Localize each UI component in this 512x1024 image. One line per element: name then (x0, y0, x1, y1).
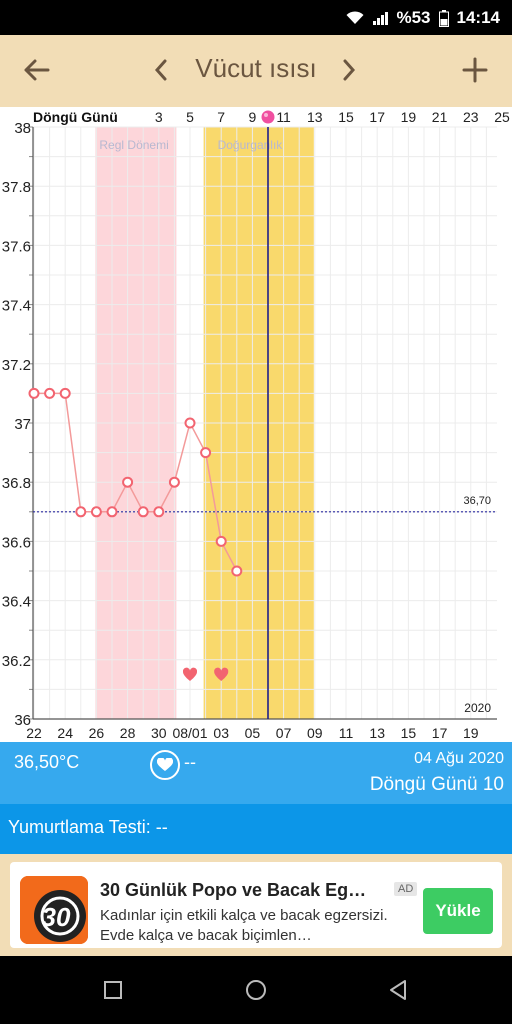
x-tick-label: 26 (89, 725, 105, 741)
ad-app-icon[interactable]: 30 (20, 876, 88, 944)
temperature-point (153, 506, 165, 518)
cycle-day-label: 13 (307, 109, 323, 125)
x-tick-label: 15 (401, 725, 417, 741)
x-tick-label: 28 (120, 725, 136, 741)
temperature-chart[interactable]: Regl Dönemi Doğurganlık 36,70 38 37.8 37.6 37.… (0, 107, 512, 742)
cycle-day-label: 23 (463, 109, 479, 125)
y-tick-label: 36 (14, 712, 31, 729)
previous-chevron-icon[interactable] (150, 57, 172, 83)
cycle-day-label: 19 (401, 109, 417, 125)
year-label: 2020 (464, 701, 491, 715)
x-tick-label: 05 (245, 725, 261, 741)
y-tick-label: 37 (14, 416, 31, 433)
y-tick-label: 37.8 (2, 179, 31, 196)
temperature-point (184, 417, 196, 429)
temperature-point (75, 506, 87, 518)
heart-marker-icon (214, 667, 229, 681)
ad-card[interactable]: 30 30 Günlük Popo ve Bacak Eg… AD Kadınl… (10, 862, 502, 948)
y-tick-label: 38 (14, 120, 31, 137)
ovulation-test-label: Yumurtlama Testi: -- (8, 817, 168, 837)
cycle-day-label: 5 (186, 109, 194, 125)
baseline-label: 36,70 (463, 495, 491, 507)
x-tick-label: 22 (26, 725, 42, 741)
temperature-point (122, 476, 134, 488)
fertile-label: Doğurganlık (218, 138, 284, 152)
app-bar: Vücut ısısı (0, 35, 512, 108)
y-tick-label: 36.6 (2, 534, 31, 551)
next-chevron-icon[interactable] (338, 57, 360, 83)
temperature-point (168, 476, 180, 488)
x-tick-label: 07 (276, 725, 292, 741)
ad-badge: AD (394, 882, 418, 896)
y-tick-label: 36.2 (2, 653, 31, 670)
svg-text:30: 30 (42, 902, 71, 932)
signal-icon (373, 12, 389, 25)
temperature-point (215, 535, 227, 547)
period-label: Regl Dönemi (99, 138, 168, 152)
x-tick-label: 03 (213, 725, 229, 741)
y-tick-label: 36.8 (2, 475, 31, 492)
cycle-day-label: 15 (338, 109, 354, 125)
cycle-day-label: 9 (249, 109, 257, 125)
ovulation-marker-highlight (264, 113, 268, 117)
clock: 14:14 (456, 8, 500, 27)
status-bar: %53 14:14 (0, 0, 512, 35)
cycle-day-label: 25 (494, 109, 510, 125)
ovulation-marker-icon (261, 110, 275, 124)
x-tick-label: 09 (307, 725, 323, 741)
temperature-point (90, 506, 102, 518)
temperature-point (44, 387, 56, 399)
cycle-day-header: Döngü Günü (33, 109, 118, 125)
back-arrow-icon[interactable] (20, 53, 54, 87)
temperature-point (59, 387, 71, 399)
page-title: Vücut ısısı (195, 53, 317, 83)
temperature-point (137, 506, 149, 518)
y-tick-label: 36.4 (2, 594, 31, 611)
home-icon[interactable] (245, 979, 267, 1001)
temperature-point (28, 387, 40, 399)
battery-percent: %53 (396, 8, 431, 27)
ad-title[interactable]: 30 Günlük Popo ve Bacak Eg… (100, 880, 367, 900)
x-tick-label: 11 (339, 725, 354, 741)
temperature-chart-svg: Regl Dönemi Doğurganlık 36,70 38 37.8 37.6 37.… (2, 109, 510, 741)
temperature-point (231, 565, 243, 577)
cycle-day-label: 11 (276, 109, 291, 125)
battery-icon (438, 9, 449, 27)
y-tick-label: 37.6 (2, 238, 31, 255)
x-tick-label: 13 (369, 725, 385, 741)
temperature-line (34, 392, 238, 572)
ad-banner: 30 30 Günlük Popo ve Bacak Eg… AD Kadınl… (0, 854, 512, 956)
heart-icon (157, 758, 173, 771)
install-button[interactable]: Yükle (423, 888, 493, 934)
cycle-day: Döngü Günü 10 (369, 774, 504, 795)
heart-marker-icon (182, 667, 198, 681)
ad-description: Kadınlar için etkili kalça ve bacak egze… (100, 907, 388, 944)
current-temperature: 36,50°C (14, 752, 80, 772)
selected-date: 04 Ağu 2020 (414, 750, 504, 767)
back-icon[interactable] (388, 979, 408, 1001)
x-tick-label: 19 (463, 725, 479, 741)
x-tick-label: 30 (151, 725, 167, 741)
recent-apps-icon[interactable] (104, 981, 122, 999)
cycle-day-label: 7 (217, 109, 225, 125)
intercourse-toggle[interactable] (150, 750, 180, 780)
x-tick-label: 17 (432, 725, 448, 741)
info-bar: 36,50°C -- 04 Ağu 2020 Döngü Günü 10 (0, 742, 512, 804)
y-tick-label: 37.2 (2, 357, 31, 374)
add-icon[interactable] (458, 53, 492, 87)
cycle-day-label: 3 (155, 109, 163, 125)
cycle-day-label: 17 (369, 109, 385, 125)
y-tick-label: 37.4 (2, 298, 31, 315)
wifi-icon (346, 11, 364, 24)
temperature-point (106, 506, 118, 518)
intercourse-value: -- (184, 752, 196, 772)
x-tick-label: 24 (57, 725, 73, 741)
cycle-day-label: 21 (432, 109, 448, 125)
ovulation-test-bar[interactable]: Yumurtlama Testi: -- (0, 804, 512, 854)
temperature-point (200, 447, 212, 459)
x-tick-label: 08/01 (172, 725, 207, 741)
navigation-bar (0, 956, 512, 1024)
